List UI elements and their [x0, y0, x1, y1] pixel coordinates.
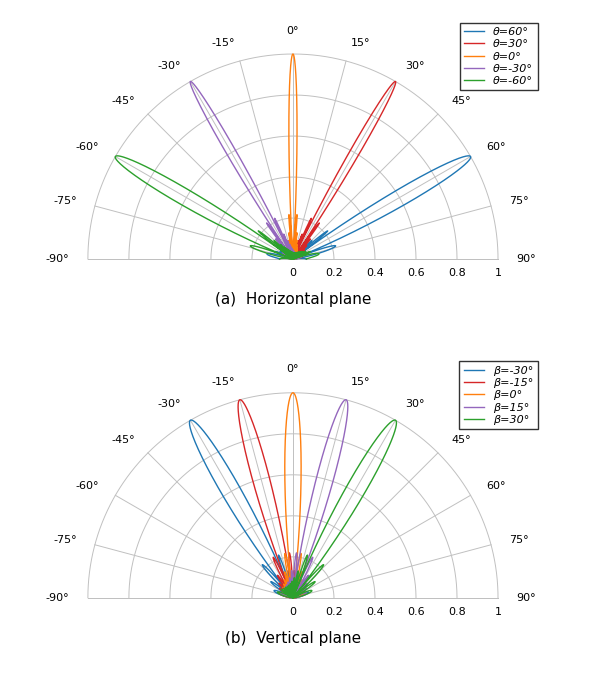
- Text: 45°: 45°: [451, 96, 471, 106]
- Text: -60°: -60°: [76, 142, 99, 153]
- Text: 0.2: 0.2: [325, 268, 343, 278]
- Text: -15°: -15°: [212, 377, 235, 387]
- Text: (a)  Horizontal plane: (a) Horizontal plane: [215, 292, 371, 307]
- Legend: β=-30°, β=-15°, β=0°, β=15°, β=30°: β=-30°, β=-15°, β=0°, β=15°, β=30°: [460, 361, 537, 429]
- Text: 0: 0: [290, 268, 296, 278]
- Text: 1: 1: [494, 607, 501, 617]
- Text: 15°: 15°: [351, 38, 371, 48]
- Text: 90°: 90°: [516, 593, 536, 603]
- Text: 0.6: 0.6: [407, 607, 425, 617]
- Text: 0.4: 0.4: [366, 268, 384, 278]
- Text: 75°: 75°: [509, 535, 529, 545]
- Text: 60°: 60°: [487, 481, 506, 491]
- Text: 30°: 30°: [405, 399, 424, 409]
- Text: 0°: 0°: [287, 365, 299, 374]
- Text: -45°: -45°: [112, 96, 135, 106]
- Text: -90°: -90°: [46, 593, 70, 603]
- Text: 45°: 45°: [451, 435, 471, 445]
- Text: 0.8: 0.8: [448, 268, 466, 278]
- Text: 0: 0: [290, 607, 296, 617]
- Text: 0.2: 0.2: [325, 607, 343, 617]
- Text: -90°: -90°: [46, 254, 70, 264]
- Text: 0.6: 0.6: [407, 268, 425, 278]
- Text: 15°: 15°: [351, 377, 371, 387]
- Text: 75°: 75°: [509, 196, 529, 206]
- Text: -45°: -45°: [112, 435, 135, 445]
- Legend: θ=60°, θ=30°, θ=0°, θ=-30°, θ=-60°: θ=60°, θ=30°, θ=0°, θ=-30°, θ=-60°: [460, 23, 537, 90]
- Text: 0°: 0°: [287, 25, 299, 36]
- Text: -75°: -75°: [54, 196, 77, 206]
- Text: 60°: 60°: [487, 142, 506, 153]
- Text: -30°: -30°: [158, 60, 181, 70]
- Text: (b)  Vertical plane: (b) Vertical plane: [225, 631, 361, 646]
- Text: -15°: -15°: [212, 38, 235, 48]
- Text: -60°: -60°: [76, 481, 99, 491]
- Text: 90°: 90°: [516, 254, 536, 264]
- Text: 30°: 30°: [405, 60, 424, 70]
- Text: -75°: -75°: [54, 535, 77, 545]
- Text: 0.4: 0.4: [366, 607, 384, 617]
- Text: -30°: -30°: [158, 399, 181, 409]
- Text: 0.8: 0.8: [448, 607, 466, 617]
- Text: 1: 1: [494, 268, 501, 278]
